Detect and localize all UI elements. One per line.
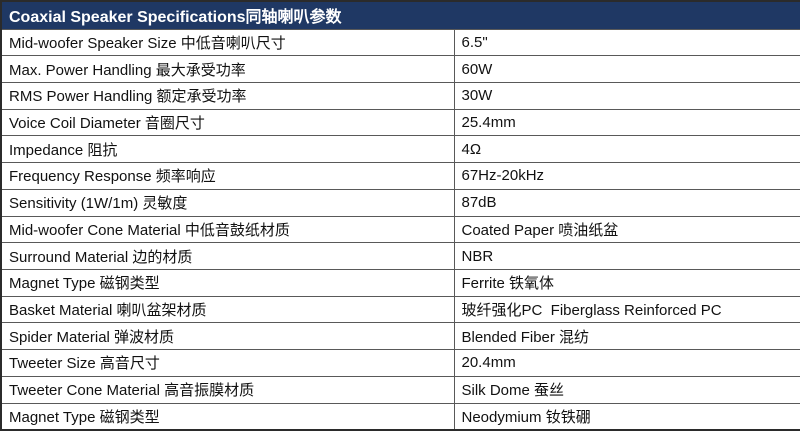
spec-label-cell: Tweeter Size 高音尺寸: [0, 349, 455, 377]
table-row: Tweeter Size 高音尺寸 20.4mm: [0, 349, 800, 377]
spec-value-cell: Ferrite 铁氧体: [453, 268, 800, 297]
spec-label-cell: Magnet Type 磁钢类型: [0, 402, 455, 431]
spec-value-cell: Neodymium 钕铁硼: [453, 402, 800, 431]
spec-value-cell: Coated Paper 喷油纸盆: [453, 215, 800, 244]
spec-label-cell: Sensitivity (1W/1m) 灵敏度: [0, 188, 455, 217]
table-row: Frequency Response 频率响应 67Hz-20kHz: [0, 162, 800, 190]
table-row: Mid-woofer Cone Material 中低音鼓纸材质 Coated …: [0, 215, 800, 244]
spec-value-cell: 67Hz-20kHz: [453, 162, 800, 190]
spec-label-cell: Impedance 阻抗: [0, 135, 455, 164]
table-row: Impedance 阻抗 4Ω: [0, 135, 800, 164]
spec-value-cell: 6.5": [453, 28, 800, 57]
table-row: Mid-woofer Speaker Size 中低音喇叭尺寸 6.5": [0, 28, 800, 57]
table-row: Magnet Type 磁钢类型 Neodymium 钕铁硼: [0, 402, 800, 431]
table-row: Tweeter Cone Material 高音振膜材质 Silk Dome 蚕…: [0, 375, 800, 404]
table-row: Surround Material 边的材质 NBR: [0, 242, 800, 270]
spec-value-cell: 30W: [453, 81, 800, 110]
spec-value-cell: 60W: [453, 55, 800, 83]
spec-label-cell: Max. Power Handling 最大承受功率: [0, 55, 455, 83]
table-row: Magnet Type 磁钢类型 Ferrite 铁氧体: [0, 268, 800, 297]
spec-value-cell: 20.4mm: [453, 349, 800, 377]
table-row: Max. Power Handling 最大承受功率 60W: [0, 55, 800, 83]
table-row: Sensitivity (1W/1m) 灵敏度 87dB: [0, 188, 800, 217]
spec-value-cell: 4Ω: [453, 135, 800, 164]
table-row: RMS Power Handling 额定承受功率 30W: [0, 81, 800, 110]
table-row: Voice Coil Diameter 音圈尺寸 25.4mm: [0, 108, 800, 137]
spec-label-cell: Voice Coil Diameter 音圈尺寸: [0, 108, 455, 137]
spec-label-cell: Frequency Response 频率响应: [0, 162, 455, 190]
spec-label-cell: Mid-woofer Cone Material 中低音鼓纸材质: [0, 215, 455, 244]
spec-label-cell: Mid-woofer Speaker Size 中低音喇叭尺寸: [0, 28, 455, 57]
spec-value-cell: Blended Fiber 混纺: [453, 322, 800, 351]
spec-label-cell: Magnet Type 磁钢类型: [0, 268, 455, 297]
table-row: Basket Material 喇叭盆架材质 玻纤强化PC Fiberglass…: [0, 295, 800, 324]
spec-label-cell: Spider Material 弹波材质: [0, 322, 455, 351]
spec-value-cell: NBR: [453, 242, 800, 270]
spec-value-cell: 玻纤强化PC Fiberglass Reinforced PC: [453, 295, 800, 324]
spec-value-cell: 25.4mm: [453, 108, 800, 137]
table-row: Spider Material 弹波材质 Blended Fiber 混纺: [0, 322, 800, 351]
spec-value-cell: 87dB: [453, 188, 800, 217]
spec-label-cell: Surround Material 边的材质: [0, 242, 455, 270]
table-header-row: Coaxial Speaker Specifications同轴喇叭参数: [0, 0, 800, 30]
spec-label-cell: Basket Material 喇叭盆架材质: [0, 295, 455, 324]
spec-label-cell: RMS Power Handling 额定承受功率: [0, 81, 455, 110]
table-title: Coaxial Speaker Specifications同轴喇叭参数: [0, 0, 800, 30]
spec-value-cell: Silk Dome 蚕丝: [453, 375, 800, 404]
spec-label-cell: Tweeter Cone Material 高音振膜材质: [0, 375, 455, 404]
